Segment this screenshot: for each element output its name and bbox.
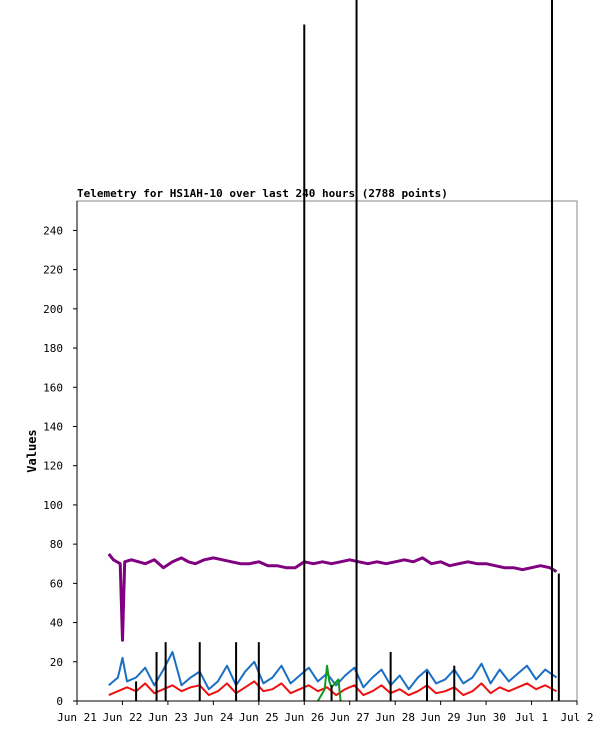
x-tick-label: Jun 22 xyxy=(103,711,143,724)
x-tick-label: Jun 21 xyxy=(57,711,97,724)
y-tick-label: 40 xyxy=(50,617,63,630)
x-tick-label: Jun 28 xyxy=(375,711,415,724)
y-tick-label: 180 xyxy=(43,342,63,355)
x-tick-label: Jul 1 xyxy=(515,711,548,724)
y-tick-label: 200 xyxy=(43,303,63,316)
x-tick-label: Jun 24 xyxy=(193,711,233,724)
x-tick-label: Jun 26 xyxy=(284,711,324,724)
y-tick-label: 20 xyxy=(50,656,63,669)
y-tick-label: 100 xyxy=(43,499,63,512)
series-line-3 xyxy=(108,680,557,697)
y-ticks: 0 20 40 60 80 100 120 140 160 180 200 220 240 xyxy=(43,224,77,708)
y-tick-label: 80 xyxy=(50,538,63,551)
series-line-4 xyxy=(317,664,342,702)
x-tick-label: Jul 2 xyxy=(560,711,593,724)
y-tick-label: 120 xyxy=(43,460,63,473)
y-tick-label: 220 xyxy=(43,264,63,277)
x-tick-label: Jun 29 xyxy=(421,711,461,724)
y-tick-label: 0 xyxy=(56,695,63,708)
chart-title: Telemetry for HS1AH-10 over last 240 hou… xyxy=(77,187,448,200)
y-tick-label: 240 xyxy=(43,224,63,237)
y-tick-label: 140 xyxy=(43,420,63,433)
y-tick-label: 60 xyxy=(50,577,63,590)
data-layer xyxy=(107,0,560,702)
plot-frame xyxy=(76,200,578,702)
x-tick-label: Jun 30 xyxy=(466,711,506,724)
x-tick-label: Jun 27 xyxy=(330,711,370,724)
series-line-2 xyxy=(108,651,558,691)
x-ticks: Jun 21 Jun 22 Jun 23 Jun 24 Jun 25 Jun 26 Jun … xyxy=(57,701,594,724)
x-tick-label: Jun 23 xyxy=(148,711,188,724)
y-tick-label: 160 xyxy=(43,381,63,394)
y-axis-label: Values xyxy=(25,429,39,472)
series-line-1 xyxy=(107,552,558,642)
x-tick-label: Jun 25 xyxy=(239,711,279,724)
